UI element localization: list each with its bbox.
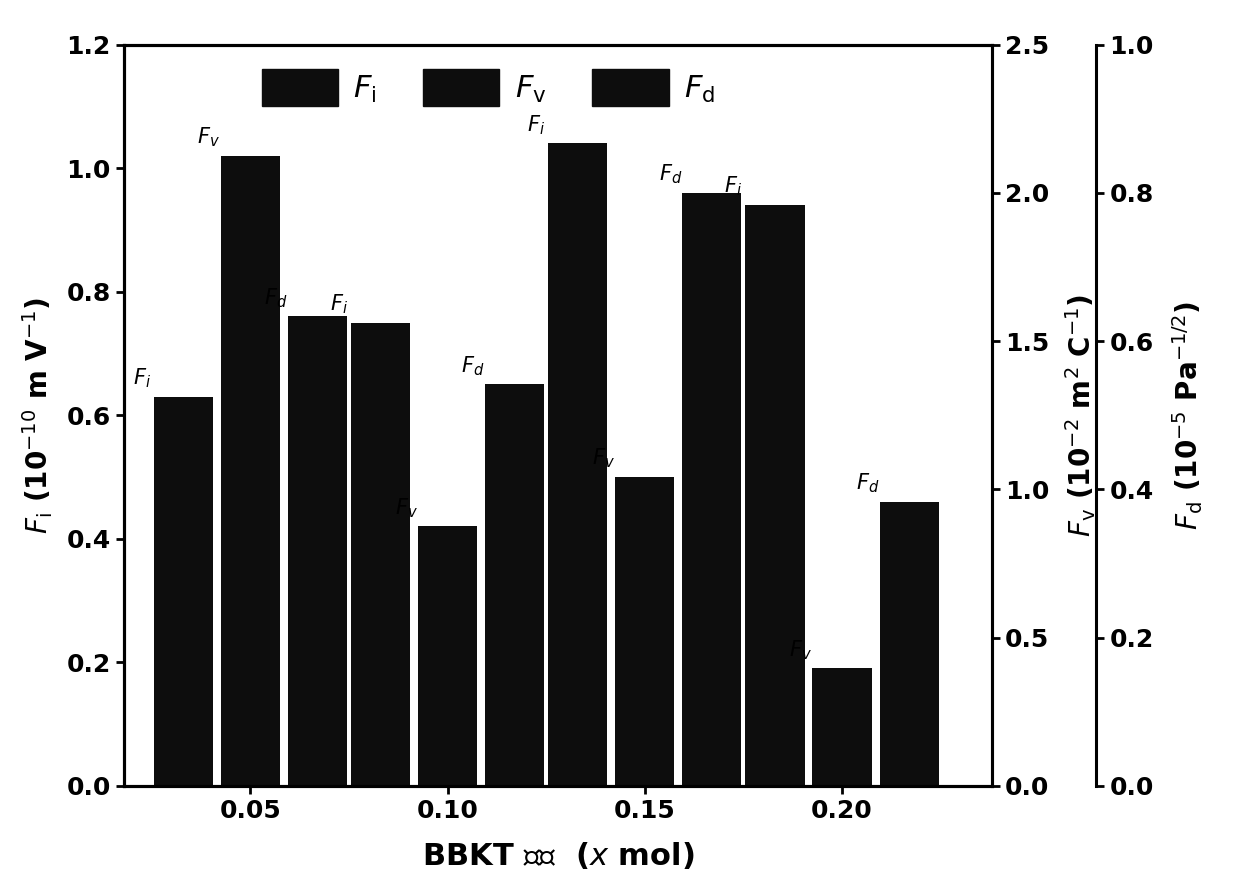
Y-axis label: $\mathit{F}$$_{\mathrm{i}}$ (10$^{-10}$ m V$^{-1}$): $\mathit{F}$$_{\mathrm{i}}$ (10$^{-10}$ …: [21, 296, 56, 534]
Bar: [615, 477, 675, 786]
Text: F$_{i}$: F$_{i}$: [330, 292, 348, 316]
Text: F$_{d}$: F$_{d}$: [461, 354, 485, 378]
Text: F$_{d}$: F$_{d}$: [264, 286, 288, 310]
Text: F$_{v}$: F$_{v}$: [394, 497, 418, 520]
Text: F$_{v}$: F$_{v}$: [197, 126, 221, 149]
Bar: [485, 384, 544, 786]
Bar: [288, 316, 347, 786]
X-axis label: BBKT 浓度  ($\mathit{x}$ mol): BBKT 浓度 ($\mathit{x}$ mol): [422, 839, 694, 871]
Text: F$_{i}$: F$_{i}$: [724, 175, 743, 198]
Text: F$_{v}$: F$_{v}$: [591, 446, 615, 471]
Bar: [154, 396, 213, 786]
Bar: [812, 669, 872, 786]
Text: F$_{i}$: F$_{i}$: [133, 366, 151, 390]
Bar: [418, 526, 477, 786]
Legend: $\bf\mathit{F}$$_{\bf\mathrm{i}}$, $\bf\mathit{F}$$_{\bf\mathrm{v}}$, $\bf\mathi: $\bf\mathit{F}$$_{\bf\mathrm{i}}$, $\bf\…: [253, 60, 724, 115]
Y-axis label: $\mathit{F}$$_{\mathrm{d}}$ (10$^{-5}$ Pa$^{-1/2}$): $\mathit{F}$$_{\mathrm{d}}$ (10$^{-5}$ P…: [1171, 301, 1205, 530]
Text: F$_{d}$: F$_{d}$: [856, 472, 879, 495]
Bar: [221, 156, 280, 786]
Text: F$_{v}$: F$_{v}$: [789, 638, 812, 662]
Bar: [879, 502, 939, 786]
Y-axis label: $\mathit{F}$$_{\mathrm{v}}$ (10$^{-2}$ m$^{2}$ C$^{-1}$): $\mathit{F}$$_{\mathrm{v}}$ (10$^{-2}$ m…: [1064, 294, 1099, 537]
Bar: [548, 144, 608, 786]
Bar: [745, 205, 805, 786]
Text: F$_{i}$: F$_{i}$: [527, 113, 546, 137]
Bar: [682, 193, 742, 786]
Text: F$_{d}$: F$_{d}$: [658, 163, 682, 186]
Bar: [351, 322, 410, 786]
